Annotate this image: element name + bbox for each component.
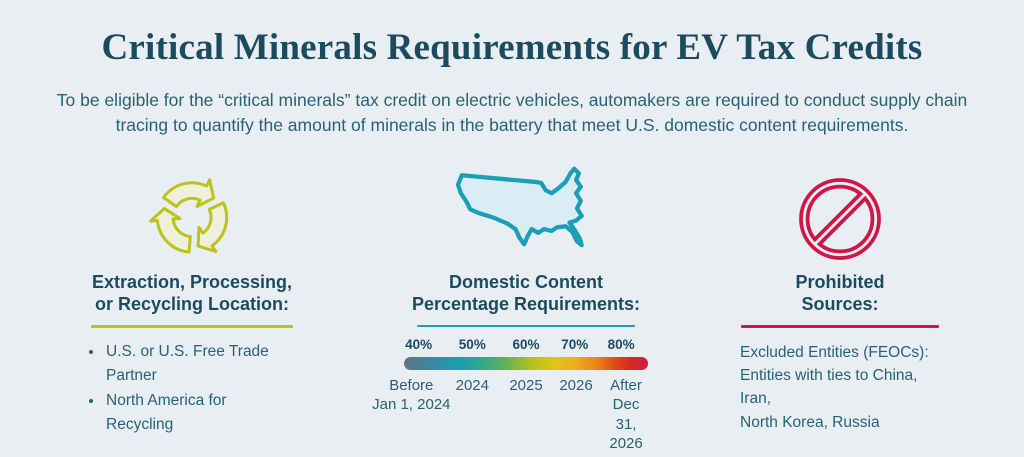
prohibited-accent-divider [741, 324, 939, 328]
percent-label: 60% [512, 336, 540, 352]
period-label: 2026 [559, 376, 593, 394]
gradient-scale-bar [404, 356, 648, 370]
heading-line: or Recycling Location: [94, 293, 289, 314]
usa-map-icon [441, 166, 611, 266]
column-prohibited: Prohibited Sources: Excluded Entities (F… [734, 166, 946, 434]
excluded-line: North Korea, Russia [740, 413, 880, 431]
percent-label: 50% [458, 336, 486, 352]
period-label: 2024 [455, 376, 489, 394]
no-symbol-icon [793, 166, 887, 266]
period-label: Before Jan 1, 2024 [372, 376, 451, 414]
bullet-item: North America for Recycling [104, 389, 296, 438]
percentage-scale: 40% 50% 60% 70% 80% Before Jan 1, 2024 2… [372, 337, 648, 453]
heading-line: Prohibited [795, 272, 885, 292]
percent-label: 40% [405, 336, 433, 352]
period-label-row: Before Jan 1, 2024 2024 2025 2026 After … [372, 376, 648, 453]
page-subtitle: To be eligible for the “critical mineral… [56, 90, 968, 135]
excluded-line: Entities with ties to China, Iran, [740, 367, 918, 408]
page-title: Critical Minerals Requirements for EV Ta… [101, 27, 923, 68]
heading-line: Percentage Requirements: [411, 293, 641, 314]
bullet-item: U.S. or U.S. Free Trade Partner [104, 340, 296, 389]
usa-map-icon-svg [455, 166, 584, 248]
recycle-icon-svg [149, 178, 229, 254]
excluded-line: Excluded Entities (FEOCs): [740, 343, 929, 361]
percent-label: 70% [561, 336, 589, 352]
period-label: 2025 [509, 376, 543, 394]
excluded-entities-text: Excluded Entities (FEOCs): Entities with… [740, 341, 940, 434]
heading-line: Domestic Content [448, 272, 603, 292]
period-label: After Dec 31, 2026 [609, 376, 643, 453]
percent-label-row: 40% 50% 60% 70% 80% [404, 337, 648, 354]
heading-line: Extraction, Processing, [91, 272, 293, 292]
percent-label: 80% [607, 336, 635, 352]
extraction-bullet-list: U.S. or U.S. Free Trade Partner North Am… [88, 340, 296, 438]
heading-line: Sources: [801, 293, 879, 314]
recycle-icon [140, 166, 244, 266]
extraction-heading: Extraction, Processing, or Recycling Loc… [92, 272, 292, 316]
prohibited-heading: Prohibited Sources: [796, 272, 885, 316]
column-extraction: Extraction, Processing, or Recycling Loc… [78, 166, 306, 438]
column-domestic-content: Domestic Content Percentage Requirements… [372, 166, 662, 453]
no-symbol-icon-svg [799, 178, 881, 260]
domestic-content-heading: Domestic Content Percentage Requirements… [412, 272, 640, 316]
extraction-accent-divider [91, 324, 293, 328]
domestic-content-accent-divider [417, 324, 635, 327]
